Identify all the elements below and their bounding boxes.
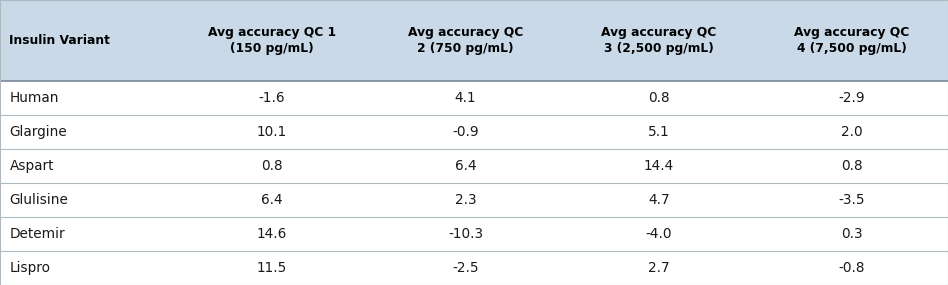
Text: 0.8: 0.8 (648, 91, 669, 105)
Text: Detemir: Detemir (9, 227, 65, 241)
Text: 11.5: 11.5 (257, 261, 287, 275)
Text: Avg accuracy QC
4 (7,500 pg/mL): Avg accuracy QC 4 (7,500 pg/mL) (794, 26, 909, 55)
Text: 10.1: 10.1 (257, 125, 287, 139)
Text: Glulisine: Glulisine (9, 193, 68, 207)
Text: 2.3: 2.3 (455, 193, 476, 207)
Text: 14.6: 14.6 (257, 227, 287, 241)
Text: 2.0: 2.0 (841, 125, 863, 139)
Text: Avg accuracy QC
2 (750 pg/mL): Avg accuracy QC 2 (750 pg/mL) (408, 26, 523, 55)
Text: -2.9: -2.9 (838, 91, 866, 105)
Bar (0, 81, 948, 285)
Bar (0, 0, 948, 81)
Text: 6.4: 6.4 (262, 193, 283, 207)
Text: 4.7: 4.7 (648, 193, 669, 207)
Text: 0.8: 0.8 (841, 159, 863, 173)
Text: -0.8: -0.8 (839, 261, 865, 275)
Text: Lispro: Lispro (9, 261, 50, 275)
Text: -2.5: -2.5 (452, 261, 479, 275)
Text: Insulin Variant: Insulin Variant (9, 34, 110, 47)
Text: -3.5: -3.5 (838, 193, 866, 207)
Text: 14.4: 14.4 (644, 159, 674, 173)
Text: 6.4: 6.4 (455, 159, 476, 173)
Text: Aspart: Aspart (9, 159, 54, 173)
Text: -0.9: -0.9 (452, 125, 479, 139)
Text: -4.0: -4.0 (646, 227, 672, 241)
Text: 5.1: 5.1 (648, 125, 669, 139)
Text: -10.3: -10.3 (447, 227, 483, 241)
Text: -1.6: -1.6 (259, 91, 285, 105)
Text: Avg accuracy QC 1
(150 pg/mL): Avg accuracy QC 1 (150 pg/mL) (208, 26, 337, 55)
Text: Human: Human (9, 91, 59, 105)
Text: 2.7: 2.7 (648, 261, 669, 275)
Text: 0.8: 0.8 (262, 159, 283, 173)
Text: Glargine: Glargine (9, 125, 67, 139)
Text: 0.3: 0.3 (841, 227, 863, 241)
Text: 4.1: 4.1 (455, 91, 476, 105)
Text: Avg accuracy QC
3 (2,500 pg/mL): Avg accuracy QC 3 (2,500 pg/mL) (601, 26, 717, 55)
